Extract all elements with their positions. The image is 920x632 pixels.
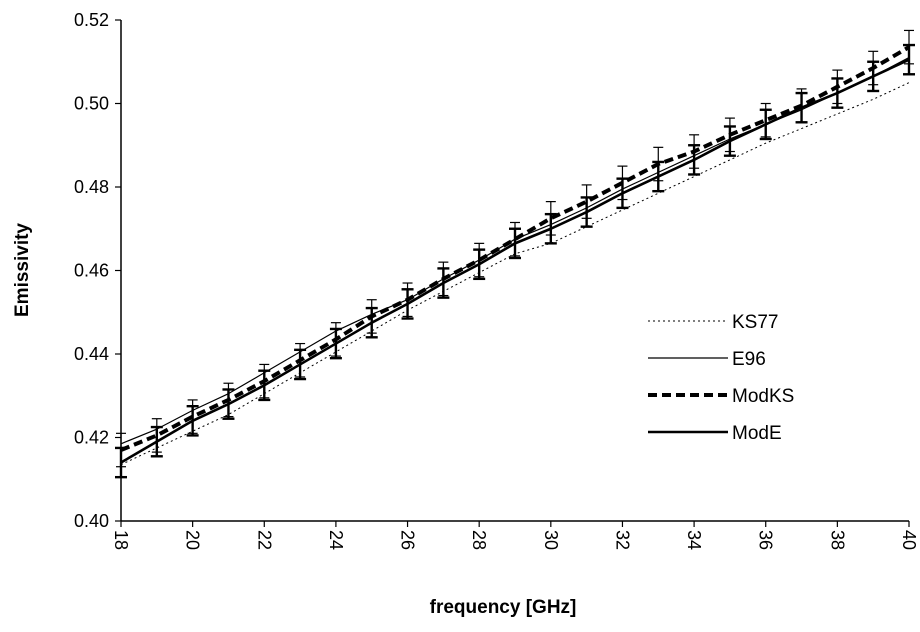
x-tick-label: 18	[111, 530, 131, 550]
legend: KS77 E96 ModKS ModE	[648, 312, 794, 444]
legend-label-e96: E96	[732, 349, 766, 370]
y-tick-label: 0.42	[74, 428, 109, 448]
x-tick-label: 22	[254, 530, 274, 550]
series-line-mode	[120, 58, 910, 464]
y-axis-ticks: 0.40 0.42 0.44 0.46 0.48 0.50 0.52	[74, 10, 121, 531]
y-axis-title: Emissivity	[12, 223, 33, 317]
series-line-ks77	[120, 82, 910, 466]
x-tick-label: 40	[899, 530, 919, 550]
y-tick-label: 0.40	[74, 511, 109, 531]
y-tick-label: 0.44	[74, 344, 109, 364]
x-axis-ticks: 18 20 22 24 26 28 30 32 34 36 38 40	[111, 521, 919, 550]
legend-label-modks: ModKS	[732, 386, 794, 407]
y-tick-label: 0.46	[74, 261, 109, 281]
axes	[120, 20, 909, 522]
x-tick-label: 26	[398, 530, 418, 550]
x-tick-label: 30	[541, 530, 561, 550]
x-tick-label: 34	[684, 530, 704, 550]
x-tick-label: 38	[827, 530, 847, 550]
x-tick-label: 24	[326, 530, 346, 550]
x-tick-label: 32	[612, 530, 632, 550]
y-tick-label: 0.50	[74, 94, 109, 114]
legend-label-ks77: KS77	[732, 312, 778, 333]
x-axis-title: frequency [GHz]	[430, 597, 577, 618]
y-tick-label: 0.52	[74, 10, 109, 30]
series-line-modks	[120, 45, 911, 452]
y-tick-label: 0.48	[74, 177, 109, 197]
x-tick-label: 20	[183, 530, 203, 550]
x-tick-label: 28	[469, 530, 489, 550]
series-lines	[120, 45, 911, 466]
legend-label-mode: ModE	[732, 423, 782, 444]
x-tick-label: 36	[756, 530, 776, 550]
